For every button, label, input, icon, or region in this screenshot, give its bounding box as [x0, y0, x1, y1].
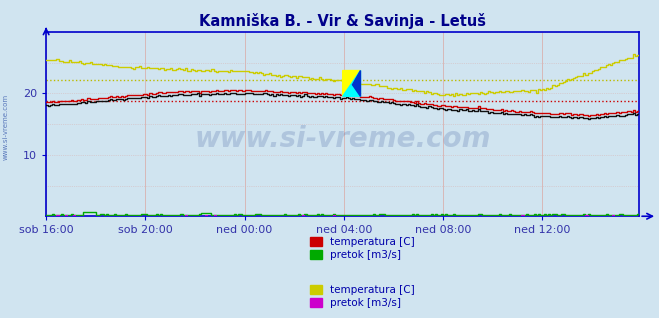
Legend: temperatura [C], pretok [m3/s]: temperatura [C], pretok [m3/s]: [310, 285, 415, 308]
Title: Kamniška B. - Vir & Savinja - Letuš: Kamniška B. - Vir & Savinja - Letuš: [199, 13, 486, 29]
Polygon shape: [353, 71, 360, 96]
Text: www.si-vreme.com: www.si-vreme.com: [194, 125, 491, 153]
Polygon shape: [343, 71, 360, 96]
Polygon shape: [343, 71, 360, 96]
Legend: temperatura [C], pretok [m3/s]: temperatura [C], pretok [m3/s]: [310, 237, 415, 260]
Text: www.si-vreme.com: www.si-vreme.com: [2, 94, 9, 160]
